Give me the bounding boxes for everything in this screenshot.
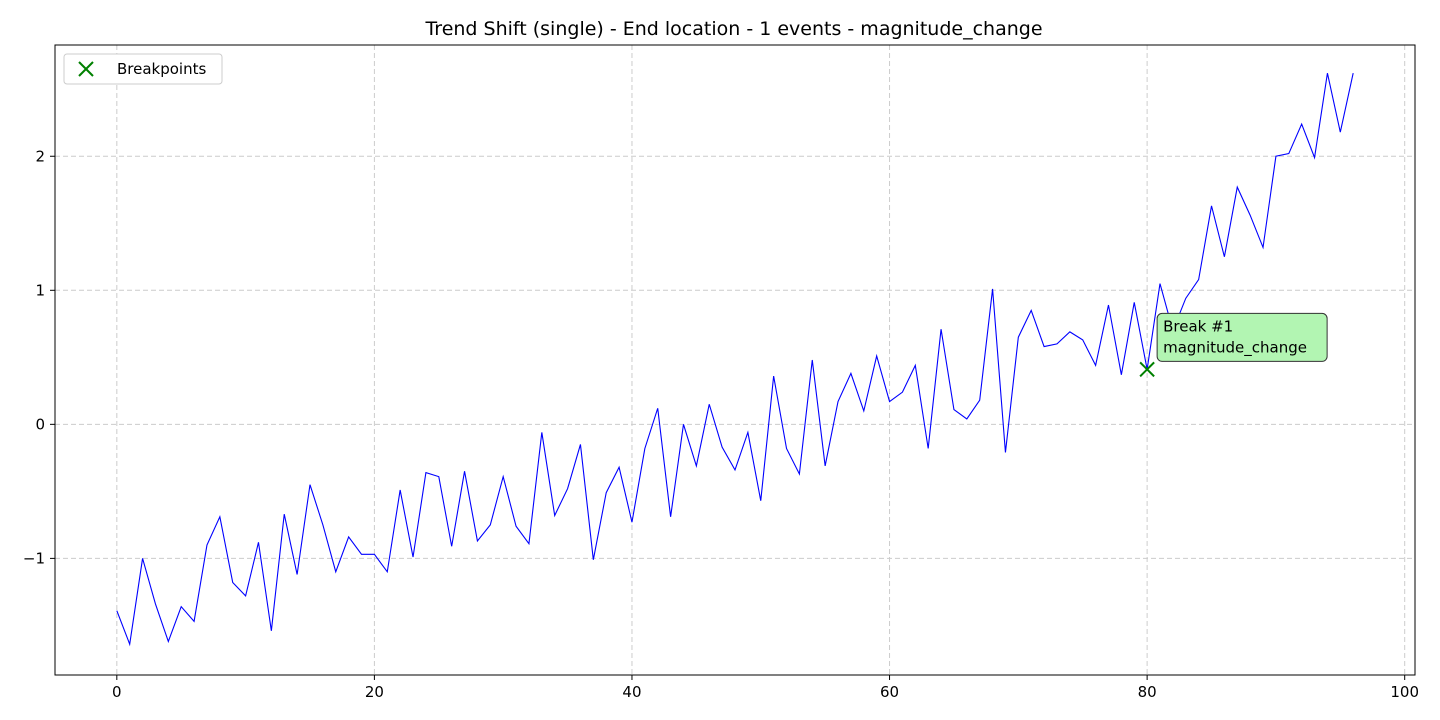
axes-layer: 0 20 40 60 80 100 −1 0 1 2 (23, 44, 1419, 701)
marker-layer: Break #1 magnitude_change (1139, 312, 1328, 378)
x-tick-label: 100 (1390, 683, 1419, 701)
y-tick-label: 1 (35, 281, 45, 299)
legend-box (63, 53, 223, 85)
x-tick-label: 80 (1138, 683, 1157, 701)
legend: Breakpoints (63, 53, 223, 85)
legend-label: Breakpoints (117, 60, 206, 78)
breakpoint-annotation-box (1156, 312, 1328, 362)
x-tick-label: 60 (880, 683, 899, 701)
y-tick-label: 2 (35, 147, 45, 165)
plot-frame (54, 44, 1416, 676)
chart-title: Trend Shift (single) - End location - 1 … (424, 18, 1042, 40)
y-tick-label: 0 (35, 415, 45, 433)
x-tick-label: 40 (622, 683, 641, 701)
x-tick-label: 0 (112, 683, 122, 701)
grid-layer (55, 45, 1415, 675)
breakpoint-marker (1139, 361, 1155, 378)
breakpoint-annotation-text: magnitude_change (1163, 338, 1307, 357)
x-tick-label: 20 (365, 683, 384, 701)
breakpoint-annotation-text: Break #1 (1163, 317, 1233, 335)
legend-marker (78, 61, 94, 77)
y-tick-label: −1 (23, 549, 45, 567)
